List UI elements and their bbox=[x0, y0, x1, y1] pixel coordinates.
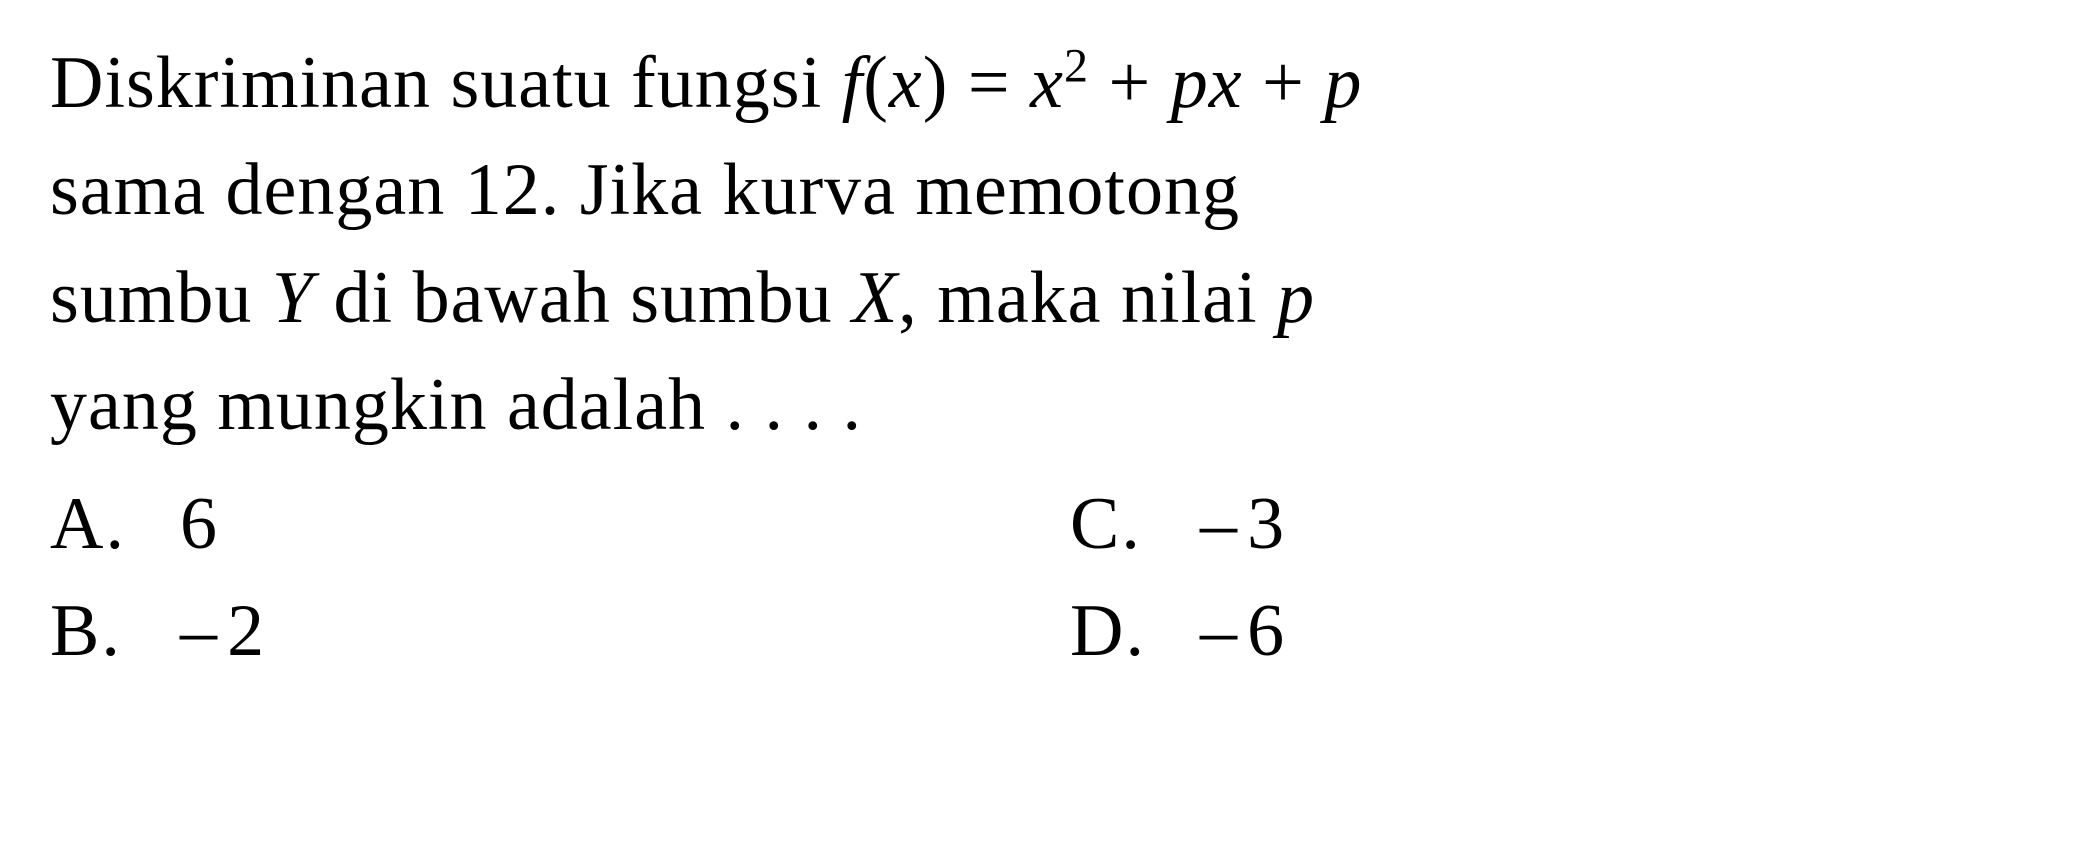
question-line3-part3: , maka nilai bbox=[898, 257, 1277, 339]
option-d-label: D. bbox=[1070, 578, 1200, 685]
math-close-eq: ) = bbox=[923, 42, 1030, 124]
math-x-arg: x bbox=[889, 42, 923, 124]
options-row-1: A.6 C.– 3 bbox=[50, 471, 2031, 578]
question-line3-part2: di bawah sumbu bbox=[314, 257, 852, 339]
question-math-expr: f(x) = x2 + px + p bbox=[842, 42, 1363, 124]
math-x-base: x bbox=[1030, 42, 1064, 124]
question-line2: sama dengan 12. Jika kurva memotong bbox=[50, 149, 1240, 231]
math-px-p: p bbox=[1171, 42, 1209, 124]
options-container: A.6 C.– 3 B.– 2 D.– 6 bbox=[50, 471, 2031, 686]
question-line4: yang mungkin adalah . . . . bbox=[50, 364, 862, 446]
math-p-const: p bbox=[1324, 42, 1362, 124]
math-plus1: + bbox=[1089, 42, 1171, 124]
math-f: f bbox=[842, 42, 864, 124]
axis-y: Y bbox=[272, 257, 314, 339]
question-line1-text: Diskriminan suatu fungsi bbox=[50, 42, 842, 124]
options-row-2: B.– 2 D.– 6 bbox=[50, 578, 2031, 685]
option-c-label: C. bbox=[1070, 471, 1200, 578]
math-plus2: + bbox=[1243, 42, 1325, 124]
option-c[interactable]: C.– 3 bbox=[1070, 471, 2031, 578]
option-a-value: 6 bbox=[180, 483, 219, 565]
axis-x: X bbox=[852, 257, 898, 339]
option-a[interactable]: A.6 bbox=[50, 471, 1070, 578]
math-px-x: x bbox=[1209, 42, 1243, 124]
option-b[interactable]: B.– 2 bbox=[50, 578, 1070, 685]
option-b-label: B. bbox=[50, 578, 180, 685]
option-c-value: – 3 bbox=[1200, 483, 1286, 565]
option-d[interactable]: D.– 6 bbox=[1070, 578, 2031, 685]
variable-p: p bbox=[1277, 257, 1315, 339]
option-d-value: – 6 bbox=[1200, 590, 1286, 672]
question-line3-part1: sumbu bbox=[50, 257, 272, 339]
option-b-value: – 2 bbox=[180, 590, 266, 672]
question-body: Diskriminan suatu fungsi f(x) = x2 + px … bbox=[50, 30, 2031, 459]
math-x-exp: 2 bbox=[1064, 39, 1089, 92]
option-a-label: A. bbox=[50, 471, 180, 578]
math-open: ( bbox=[863, 42, 889, 124]
